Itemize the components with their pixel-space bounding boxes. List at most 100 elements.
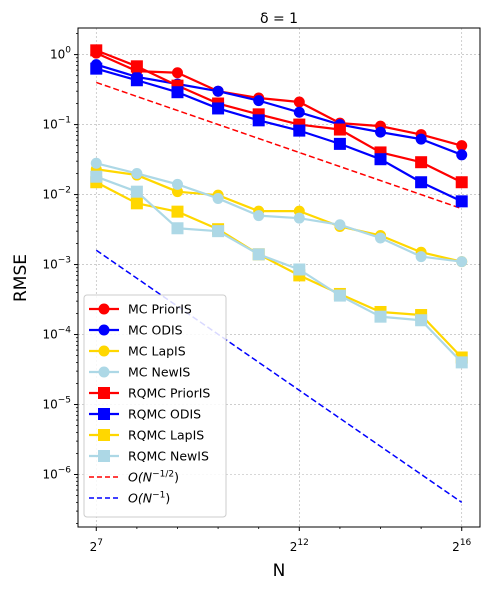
series-line xyxy=(95,175,463,364)
reference-lines xyxy=(95,81,463,503)
x-tick-label: 212 xyxy=(290,538,309,554)
legend-item: MC LapIS xyxy=(89,344,186,359)
data-point xyxy=(130,60,143,73)
data-point xyxy=(171,222,184,235)
y-tick-label: 10−2 xyxy=(42,186,71,202)
legend-item: RQMC ODIS xyxy=(89,407,201,422)
data-point xyxy=(415,314,428,327)
y-tick-label: 10−5 xyxy=(42,396,71,412)
legend-label: MC PriorIS xyxy=(128,302,192,317)
x-axis-label: N xyxy=(273,561,286,581)
data-point xyxy=(171,178,183,190)
data-point xyxy=(375,126,387,138)
series xyxy=(90,170,468,369)
axis-ticks: 27 212 216 100 10−1 10−2 10−3 10−4 10−5 10−6 xyxy=(42,33,472,554)
legend-label: RQMC NewIS xyxy=(128,449,209,464)
reference-line xyxy=(96,81,462,210)
legend: MC PriorIS MC ODIS MC LapIS MC NewIS RQMC Pr… xyxy=(83,294,227,518)
data-point xyxy=(456,140,468,152)
series xyxy=(90,157,468,268)
data-series xyxy=(90,44,468,369)
data-point xyxy=(130,197,143,210)
plot-frame xyxy=(77,27,481,528)
data-point xyxy=(415,251,427,263)
chart-title: δ = 1 xyxy=(260,11,298,27)
data-point xyxy=(293,212,305,224)
data-point xyxy=(456,149,468,161)
legend-item: O(N−1) xyxy=(89,491,170,506)
data-point xyxy=(333,289,346,302)
data-point xyxy=(98,387,110,399)
series-line xyxy=(95,63,463,156)
legend-label: MC LapIS xyxy=(128,344,186,359)
legend-label: MC ODIS xyxy=(128,323,183,338)
data-point xyxy=(293,124,306,137)
data-point xyxy=(90,44,103,57)
data-point xyxy=(333,137,346,150)
y-tick-label: 10−3 xyxy=(42,256,71,272)
legend-box xyxy=(83,294,227,518)
data-point xyxy=(90,157,102,169)
data-point xyxy=(90,170,103,183)
data-point xyxy=(455,176,468,189)
data-point xyxy=(375,232,387,244)
data-point xyxy=(98,408,110,420)
legend-item: MC NewIS xyxy=(89,365,190,380)
data-point xyxy=(333,123,346,136)
data-point xyxy=(415,156,428,169)
data-point xyxy=(212,85,224,97)
data-point xyxy=(334,219,346,231)
legend-item: RQMC NewIS xyxy=(89,449,209,464)
series-line xyxy=(95,181,463,359)
legend-item: MC ODIS xyxy=(89,323,183,338)
data-point xyxy=(171,67,183,79)
data-point xyxy=(253,95,265,107)
data-point xyxy=(131,167,143,179)
x-tick-label: 27 xyxy=(90,538,103,554)
data-point xyxy=(212,225,225,238)
data-point xyxy=(130,185,143,198)
legend-item: MC PriorIS xyxy=(89,302,192,317)
series-line xyxy=(96,168,462,263)
legend-label: RQMC PriorIS xyxy=(128,386,210,401)
data-point xyxy=(212,192,224,204)
x-tick-label: 216 xyxy=(452,538,471,554)
series-line xyxy=(95,52,463,147)
y-tick-label: 10−4 xyxy=(42,326,71,342)
legend-item: O(N−1/2) xyxy=(89,470,179,485)
series-line xyxy=(95,67,463,203)
series-line xyxy=(96,162,462,263)
data-point xyxy=(293,263,306,276)
legend-label: RQMC ODIS xyxy=(128,407,201,422)
legend-item: RQMC PriorIS xyxy=(89,386,210,401)
y-axis-label: RMSE xyxy=(11,254,31,302)
data-point xyxy=(90,62,103,75)
data-point xyxy=(98,366,110,378)
data-point xyxy=(415,133,427,145)
data-point xyxy=(171,205,184,218)
series xyxy=(90,62,468,208)
data-point xyxy=(415,176,428,189)
data-point xyxy=(98,324,110,336)
data-point xyxy=(98,345,110,357)
data-point xyxy=(374,310,387,323)
data-point xyxy=(98,450,110,462)
legend-label: O(N−1/2) xyxy=(128,470,179,485)
legend-label: MC NewIS xyxy=(128,365,190,380)
data-point xyxy=(455,356,468,369)
series-line xyxy=(95,49,463,184)
reference-line xyxy=(95,249,463,503)
data-point xyxy=(98,429,110,441)
data-point xyxy=(374,153,387,166)
data-point xyxy=(455,195,468,208)
series xyxy=(90,44,468,189)
data-point xyxy=(293,96,305,108)
y-tick-label: 100 xyxy=(50,46,71,62)
data-point xyxy=(171,86,184,99)
legend-label: O(N−1) xyxy=(128,491,170,506)
legend-label: RQMC LapIS xyxy=(128,428,204,443)
data-point xyxy=(98,303,110,315)
data-point xyxy=(456,256,468,268)
